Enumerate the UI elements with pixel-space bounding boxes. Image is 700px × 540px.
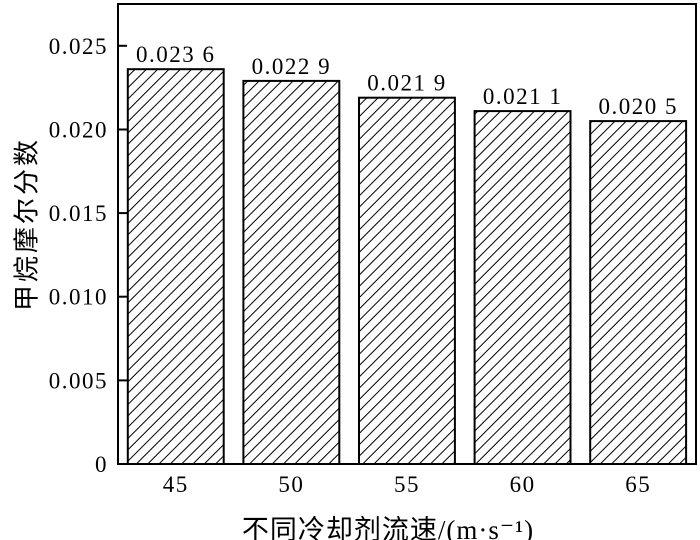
bar-45	[126, 68, 225, 465]
x-tick-label: 65	[625, 472, 651, 497]
y-tick-label: 0.025	[49, 34, 108, 59]
x-tick-label: 60	[510, 472, 536, 497]
bar-55	[358, 96, 456, 465]
y-tick-label: 0.015	[49, 201, 108, 226]
y-tick-label: 0.020	[49, 118, 108, 143]
bar-value-label: 0.023 6	[136, 42, 216, 67]
bar-value-label: 0.021 9	[367, 71, 447, 96]
y-tick-label: 0.005	[49, 368, 108, 393]
bar-value-label: 0.022 9	[252, 54, 332, 79]
y-axis-title: 甲烷摩尔分数	[12, 136, 42, 312]
x-tick-label: 55	[394, 472, 420, 497]
plot-frame	[117, 3, 697, 465]
bar-50	[242, 79, 341, 466]
x-axis-title: 不同冷却剂流速/(m·s⁻¹)	[241, 515, 535, 540]
bar-value-label: 0.020 5	[598, 94, 678, 119]
y-origin-label: 0	[95, 452, 108, 477]
x-tick-label: 50	[278, 472, 304, 497]
x-tick-label: 45	[163, 472, 189, 497]
bar-60	[473, 110, 572, 465]
y-tick-label: 0.010	[49, 285, 108, 310]
bar-value-label: 0.021 1	[483, 84, 563, 109]
bar-65	[589, 120, 688, 465]
